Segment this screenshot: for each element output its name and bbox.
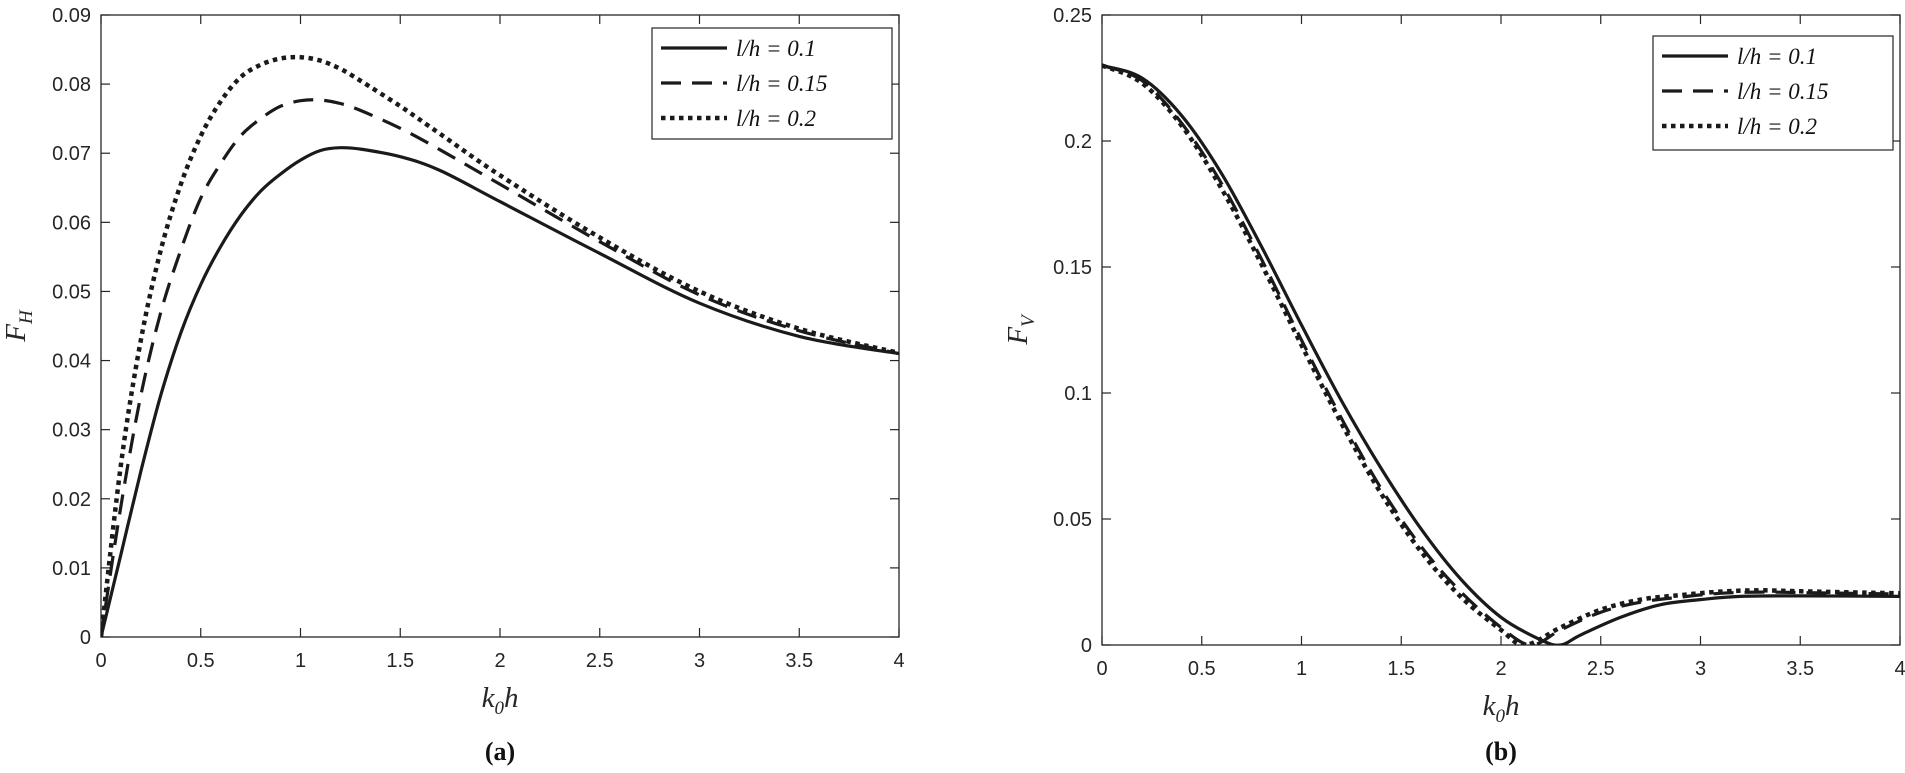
x-tick-label: 0: [1096, 658, 1107, 680]
series-line-3: [101, 54, 899, 637]
y-tick-label: 0.03: [52, 420, 91, 442]
y-tick-label: 0.07: [52, 143, 91, 165]
panel-a: 0 0.5 1 1.5 2 2.5 3 3.5 4 0 0.01 0.02 0.03 0.04 0.05 0.…: [0, 5, 905, 766]
x-tick-label: 3.5: [1786, 658, 1814, 680]
series-line-3: [1102, 63, 1900, 645]
y-tick-label: 0.05: [1053, 509, 1092, 531]
y-tick-label: 0.01: [52, 558, 91, 580]
y-axis-label: FH: [0, 309, 37, 343]
panel-caption: (b): [1485, 737, 1517, 766]
y-tick-label: 0.25: [1053, 5, 1092, 27]
y-axis-label-sub: V: [1018, 313, 1039, 327]
legend-label-1: l/h = 0.1: [736, 36, 816, 61]
y-tick-label: 0: [80, 627, 91, 649]
y-tick-label: 0.02: [52, 489, 91, 511]
legend-label-2: l/h = 0.15: [1737, 79, 1829, 104]
y-tick-label: 0: [1081, 635, 1092, 657]
y-tick-label: 0.04: [52, 351, 91, 373]
x-tick-label: 4: [1894, 658, 1905, 680]
x-axis-label-base: k: [1483, 690, 1497, 722]
y-tick-label: 0.06: [52, 212, 91, 234]
y-tick-label: 0.1: [1064, 383, 1092, 405]
series-line-2: [1102, 63, 1900, 645]
panel-caption: (a): [485, 737, 515, 766]
y-tick-label: 0.2: [1064, 131, 1092, 153]
legend: l/h = 0.1 l/h = 0.15 l/h = 0.2: [1652, 35, 1894, 151]
legend: l/h = 0.1 l/h = 0.15 l/h = 0.2: [651, 27, 893, 140]
x-tick-label: 4: [893, 650, 904, 672]
y-axis-label-base: F: [0, 324, 32, 343]
series-line-2: [101, 98, 899, 637]
x-tick-label: 1: [1296, 658, 1307, 680]
x-tick-label: 1.5: [1387, 658, 1415, 680]
x-tick-label: 2.5: [1587, 658, 1615, 680]
x-tick-label: 1: [295, 650, 306, 672]
y-tick-label: 0.09: [52, 5, 91, 27]
x-axis-label-sub: 0: [494, 698, 504, 719]
panel-b: 0 0.5 1 1.5 2 2.5 3 3.5 400.050.10.150.20.25k0hF…: [1002, 5, 1905, 766]
y-axis-label-sub: H: [16, 309, 37, 325]
y-tick-label: 0.05: [52, 281, 91, 303]
y-tick-label: 0.08: [52, 74, 91, 96]
x-tick-label: 2: [494, 650, 505, 672]
legend-label-1: l/h = 0.1: [1737, 44, 1817, 69]
x-tick-label: 2: [1495, 658, 1506, 680]
x-axis-label-rest: h: [504, 682, 519, 714]
y-tick-label: 0.15: [1053, 257, 1092, 279]
x-axis-label-rest: h: [1505, 690, 1520, 722]
x-tick-label: 2.5: [586, 650, 614, 672]
x-tick-label: 3: [1695, 658, 1706, 680]
legend-label-2: l/h = 0.15: [736, 71, 828, 96]
x-tick-label: 3: [694, 650, 705, 672]
x-axis-label-sub: 0: [1495, 706, 1505, 727]
y-axis-label: FV: [1002, 313, 1039, 346]
series-line-1: [101, 146, 899, 637]
x-tick-label: 3.5: [785, 650, 813, 672]
x-tick-label: 0.5: [187, 650, 215, 672]
legend-label-3: l/h = 0.2: [1737, 114, 1817, 139]
y-axis-label-base: F: [1002, 327, 1034, 346]
x-tick-label: 0: [95, 650, 106, 672]
x-tick-label: 1.5: [386, 650, 414, 672]
x-tick-label: 0.5: [1188, 658, 1216, 680]
x-axis-label-base: k: [482, 682, 496, 714]
x-axis-label: k0h: [482, 682, 519, 719]
series-line-1: [1102, 63, 1900, 645]
legend-label-3: l/h = 0.2: [736, 106, 816, 131]
x-axis-label: k0h: [1483, 690, 1520, 727]
